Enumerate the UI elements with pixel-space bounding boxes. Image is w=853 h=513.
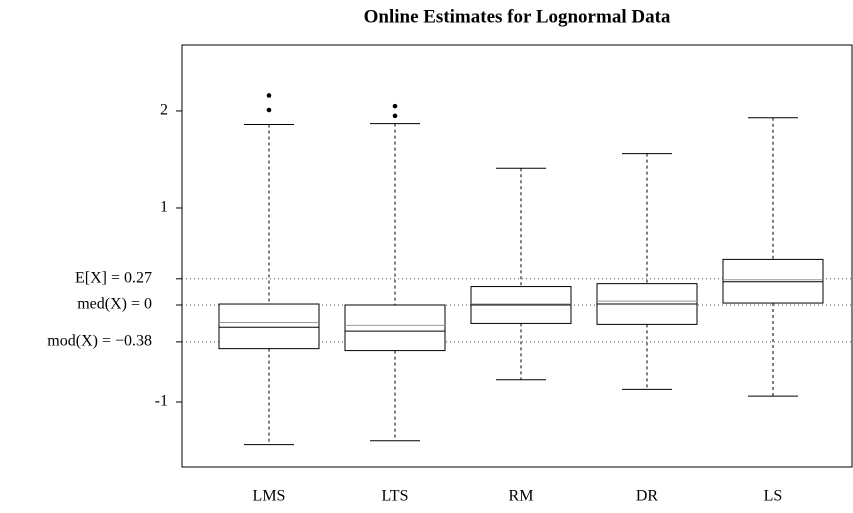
x-tick-label: LS	[764, 488, 783, 505]
chart-title: Online Estimates for Lognormal Data	[364, 6, 671, 27]
reference-label: mod(X) = −0.38	[47, 333, 152, 350]
x-tick-label: RM	[509, 488, 534, 505]
x-tick-label: LTS	[382, 488, 409, 505]
box	[344, 304, 446, 352]
outlier	[392, 103, 398, 109]
outlier	[266, 93, 272, 98]
plot-frame	[181, 44, 853, 468]
y-tick-label: -1	[155, 393, 168, 410]
reference-label: E[X] = 0.27	[75, 269, 152, 286]
y-tick-label: 1	[160, 199, 168, 216]
outlier	[392, 113, 398, 119]
reference-label: med(X) = 0	[77, 296, 152, 313]
x-tick-label: DR	[636, 488, 659, 505]
x-tick-label: LMS	[253, 488, 286, 505]
y-tick-label: 2	[160, 102, 168, 119]
outlier	[266, 107, 272, 113]
box	[218, 303, 320, 350]
